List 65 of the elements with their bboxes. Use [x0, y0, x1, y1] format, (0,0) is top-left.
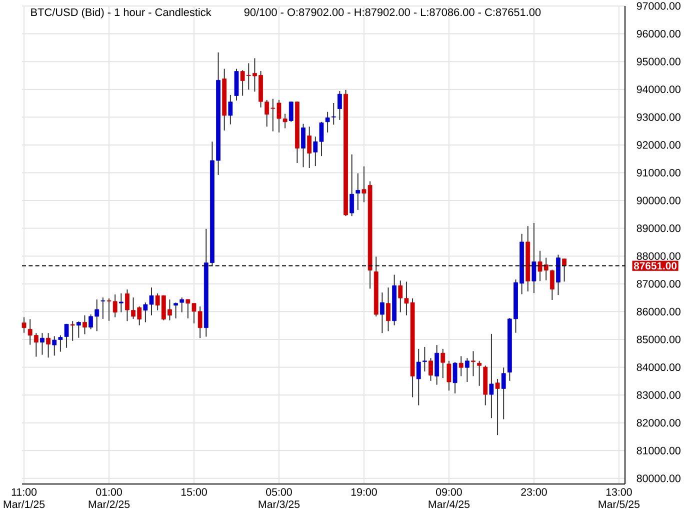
y-tick-label: 96000.00	[636, 30, 680, 38]
y-tick-label: 88000.00	[636, 252, 680, 260]
y-tick-label: 94000.00	[636, 86, 680, 94]
y-tick-label: 92000.00	[636, 141, 680, 149]
x-tick-label: 11:00 Mar/1/25	[4, 488, 45, 508]
candlestick	[180, 297, 184, 313]
candlestick	[325, 111, 330, 133]
y-tick-label: 83000.00	[636, 391, 680, 399]
candlestick	[40, 332, 44, 356]
x-tick-label: 05:00 Mar/3/25	[258, 488, 300, 508]
y-tick-label: 85000.00	[636, 336, 680, 344]
x-tick-label: 09:00 Mar/4/25	[428, 488, 470, 508]
candlestick	[22, 316, 26, 334]
candlestick	[501, 367, 506, 420]
y-tick-label: 81000.00	[636, 446, 680, 454]
candlestick	[452, 361, 458, 394]
candlestick	[464, 358, 470, 382]
candlestick	[307, 126, 312, 169]
candlestick	[46, 332, 51, 358]
candlestick	[446, 360, 452, 392]
candlestick	[174, 302, 178, 319]
candlestick	[495, 378, 500, 436]
y-tick-label: 82000.00	[636, 419, 680, 427]
y-tick-label: 97000.00	[636, 2, 680, 10]
candlestick	[64, 323, 69, 348]
candlestick	[118, 292, 124, 313]
y-tick-label: 91000.00	[636, 168, 680, 177]
y-tick-label: 84000.00	[636, 363, 680, 372]
candlestick	[356, 172, 360, 210]
candlestick	[380, 292, 384, 334]
chart-subtitle: 90/100 - O:87902.00 - H:87902.00 - L:87086.00 - C:87651.00	[244, 8, 541, 16]
x-tick-label: 23:00	[521, 488, 547, 496]
y-tick-label: 89000.00	[636, 224, 680, 232]
candlestick	[350, 154, 354, 217]
x-tick-label: 15:00	[181, 488, 207, 496]
candlestick	[228, 94, 233, 125]
candlestick	[301, 123, 306, 168]
x-tick-label: 01:00 Mar/2/25	[88, 488, 130, 508]
candlestick	[288, 101, 294, 122]
candlestick	[82, 314, 87, 335]
candlestick	[562, 258, 567, 282]
y-tick-label: 80000.00	[636, 474, 680, 482]
chart-title: BTC/USD (Bid) - 1 hour - Candlestick	[31, 8, 212, 18]
candlestick	[428, 358, 433, 382]
x-tick-label: 13:00 Mar/5/25	[598, 488, 640, 508]
ref-line-label: 87651.00	[634, 262, 677, 270]
candlestick	[471, 350, 476, 377]
candlestick	[477, 360, 482, 386]
candlestick	[458, 356, 464, 377]
candlestick	[100, 297, 106, 320]
y-tick-label: 93000.00	[636, 113, 680, 121]
candlestick	[386, 287, 390, 332]
y-tick-label: 90000.00	[636, 196, 680, 204]
candlestick	[70, 320, 75, 342]
candlestick	[76, 320, 81, 338]
x-tick-label: 19:00	[351, 488, 377, 496]
y-tick-label: 87000.00	[636, 280, 680, 288]
candlestick	[440, 348, 446, 379]
y-tick-label: 86000.00	[636, 308, 680, 316]
candlestick	[331, 102, 336, 126]
candlestick	[434, 344, 440, 386]
candlestick	[489, 333, 494, 419]
candlestick	[532, 222, 536, 294]
y-tick-label: 95000.00	[636, 58, 680, 66]
candlestick	[337, 90, 342, 120]
